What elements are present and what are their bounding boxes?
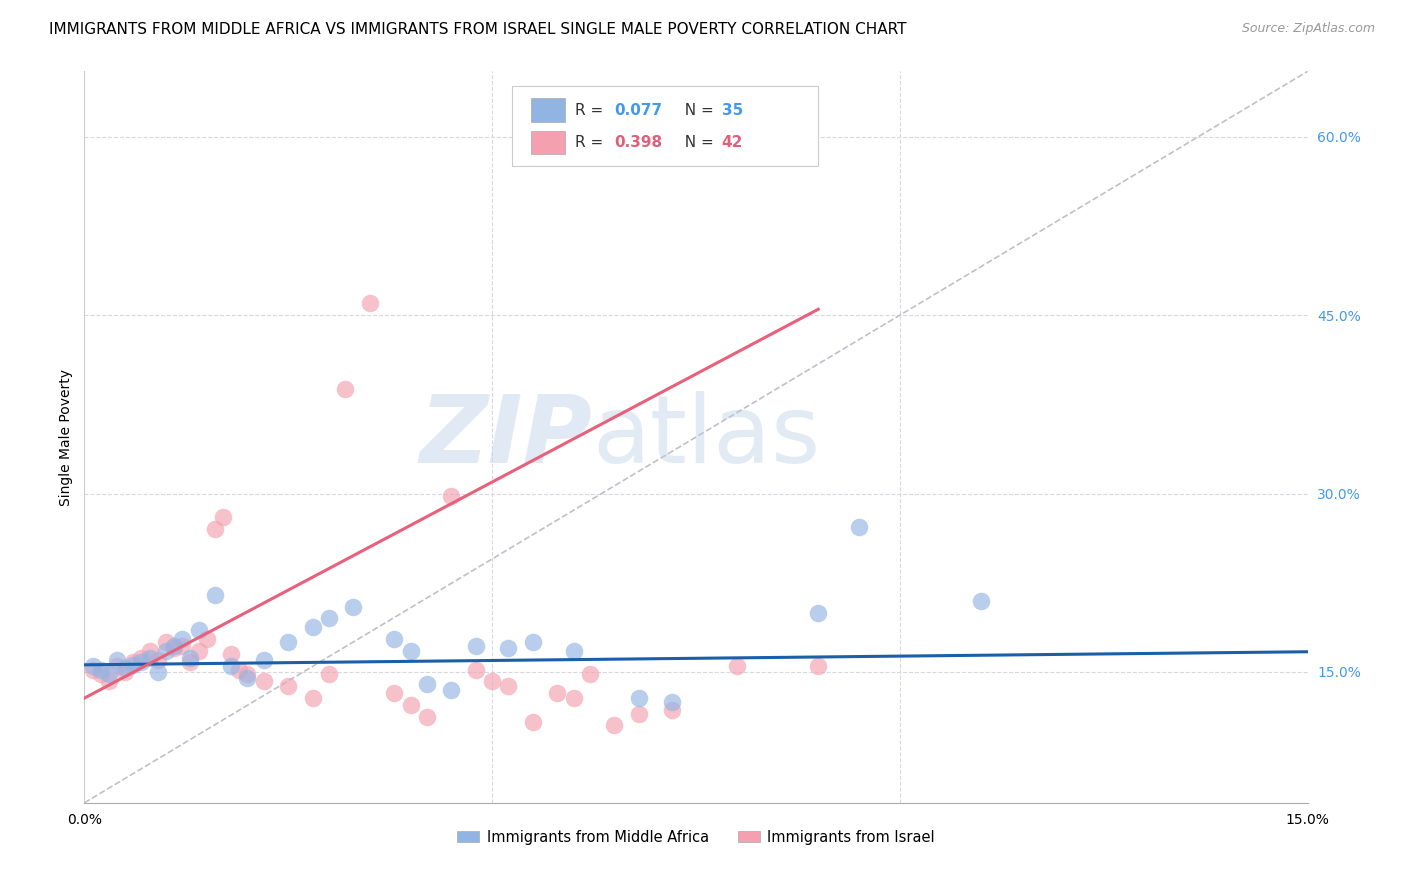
Point <box>155 643 177 657</box>
Point <box>236 671 259 685</box>
Point <box>228 663 250 677</box>
FancyBboxPatch shape <box>531 98 565 122</box>
Text: N =: N = <box>675 103 718 118</box>
Text: 35: 35 <box>721 103 742 118</box>
Text: R =: R = <box>575 135 607 150</box>
Text: 0.398: 0.398 <box>614 135 662 150</box>
Point <box>105 659 128 673</box>
Point <box>172 632 194 646</box>
Point <box>464 663 486 677</box>
Text: atlas: atlas <box>592 391 820 483</box>
Point <box>301 620 323 634</box>
Point <box>318 611 340 625</box>
Point <box>335 382 357 396</box>
Text: IMMIGRANTS FROM MIDDLE AFRICA VS IMMIGRANTS FROM ISRAEL SINGLE MALE POVERTY CORR: IMMIGRANTS FROM MIDDLE AFRICA VS IMMIGRA… <box>49 22 907 37</box>
Point <box>807 659 830 673</box>
Point <box>219 659 242 673</box>
Point <box>253 653 276 667</box>
Point <box>464 639 486 653</box>
Point <box>155 635 177 649</box>
Text: N =: N = <box>675 135 718 150</box>
Point <box>138 650 160 665</box>
Point <box>97 667 120 681</box>
Point <box>627 706 650 721</box>
Point <box>546 686 568 700</box>
Text: R =: R = <box>575 103 607 118</box>
Point <box>416 710 439 724</box>
Point <box>627 691 650 706</box>
Point <box>163 639 186 653</box>
Point <box>204 522 226 536</box>
Point <box>114 665 136 679</box>
Point <box>498 641 520 656</box>
Point <box>204 588 226 602</box>
Point <box>359 296 381 310</box>
Point <box>301 691 323 706</box>
Point <box>318 667 340 681</box>
Point <box>219 647 242 661</box>
Point <box>179 650 201 665</box>
Y-axis label: Single Male Poverty: Single Male Poverty <box>59 368 73 506</box>
Text: Source: ZipAtlas.com: Source: ZipAtlas.com <box>1241 22 1375 36</box>
Point <box>82 659 104 673</box>
Point <box>90 667 112 681</box>
Point <box>277 635 299 649</box>
Text: ZIP: ZIP <box>419 391 592 483</box>
Legend: Immigrants from Middle Africa, Immigrants from Israel: Immigrants from Middle Africa, Immigrant… <box>451 823 941 850</box>
Point <box>522 635 544 649</box>
Point <box>725 659 748 673</box>
Point <box>195 632 218 646</box>
Point <box>90 663 112 677</box>
Point <box>807 606 830 620</box>
Point <box>146 665 169 679</box>
Point <box>82 663 104 677</box>
Point <box>382 632 405 646</box>
Point <box>342 599 364 614</box>
Point <box>562 643 585 657</box>
Point <box>382 686 405 700</box>
FancyBboxPatch shape <box>531 130 565 154</box>
Point <box>579 667 602 681</box>
Point <box>661 703 683 717</box>
Point <box>212 510 235 524</box>
Point <box>399 698 422 713</box>
Point <box>122 656 145 670</box>
FancyBboxPatch shape <box>513 86 818 167</box>
Point <box>187 643 209 657</box>
Point <box>481 674 503 689</box>
Point <box>187 624 209 638</box>
Point <box>522 714 544 729</box>
Point <box>146 653 169 667</box>
Point <box>440 489 463 503</box>
Point <box>105 653 128 667</box>
Point <box>236 667 259 681</box>
Text: 0.077: 0.077 <box>614 103 662 118</box>
Point <box>562 691 585 706</box>
Point <box>179 656 201 670</box>
Point <box>498 679 520 693</box>
Point <box>163 641 186 656</box>
Point <box>253 674 276 689</box>
Point <box>138 643 160 657</box>
Point <box>97 674 120 689</box>
Point <box>440 682 463 697</box>
Point <box>399 643 422 657</box>
Point <box>172 639 194 653</box>
Point <box>970 593 993 607</box>
Text: 42: 42 <box>721 135 742 150</box>
Point <box>277 679 299 693</box>
Point <box>416 677 439 691</box>
Point <box>131 656 153 670</box>
Point <box>131 650 153 665</box>
Point <box>122 657 145 672</box>
Point <box>848 520 870 534</box>
Point <box>114 661 136 675</box>
Point <box>603 718 626 732</box>
Point <box>661 695 683 709</box>
